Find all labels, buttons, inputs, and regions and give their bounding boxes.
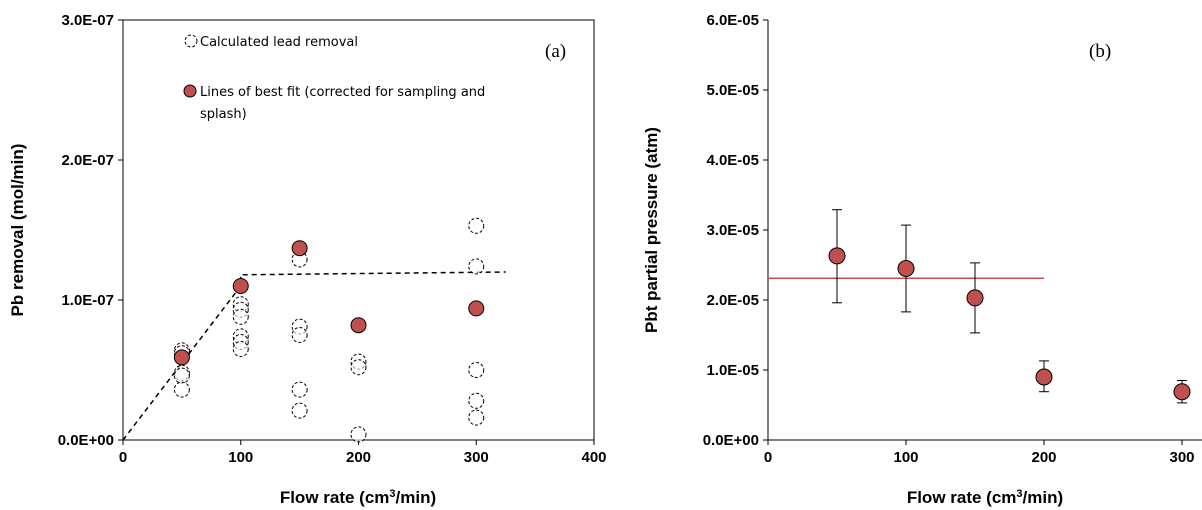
- panel-b-y-tick-label: 5.0E-05: [706, 82, 759, 99]
- panel-b-x-tick-label: 300: [1169, 449, 1194, 466]
- partial-pressure-point: [1035, 368, 1053, 386]
- panel-a-label: (a): [545, 41, 566, 62]
- calculated-removal-point: [291, 381, 308, 398]
- panel-b-chart: (b) Flow rate (cm3/min) Pbt partial pres…: [642, 12, 1202, 507]
- panel-a-y-tick-label: 2.0E-07: [61, 152, 114, 169]
- legend-label-best-fit-line1: Lines of best fit (corrected for samplin…: [200, 85, 485, 100]
- panel-b-x-tick-label: 200: [1031, 449, 1056, 466]
- panel-a-y-tick-label: 1.0E-07: [61, 292, 114, 309]
- panel-b-y-tick-label: 0.0E+00: [703, 432, 759, 449]
- panel-a-x-axis-title: Flow rate (cm3/min): [280, 488, 436, 507]
- panel-b-x-tick-label: 0: [764, 449, 772, 466]
- partial-pressure-point: [966, 289, 984, 307]
- best-fit-point: [291, 240, 308, 257]
- panel-b-y-axis-title: Pbt partial pressure (atm): [642, 127, 661, 333]
- calculated-removal-point: [468, 409, 485, 426]
- calculated-removal-point: [468, 258, 485, 275]
- calculated-removal-point: [468, 217, 485, 234]
- best-fit-point: [173, 349, 190, 366]
- panel-b-y-tick-label: 3.0E-05: [706, 222, 759, 239]
- best-fit-point: [350, 317, 367, 334]
- panel-b-y-tick-label: 2.0E-05: [706, 292, 759, 309]
- calculated-removal-point: [350, 359, 367, 376]
- panel-a-x-tick-label: 300: [464, 449, 489, 466]
- panel-a-y-axis-title: Pb removal (mol/min): [8, 144, 27, 317]
- calculated-removal-point: [173, 381, 190, 398]
- panel-b-label: (b): [1089, 41, 1111, 62]
- panel-a-y-tick-label: 0.0E+00: [58, 432, 114, 449]
- legend-label-best-fit-line2: splash): [200, 107, 247, 122]
- panel-a-legend: Calculated lead removal Lines of best fi…: [183, 34, 485, 122]
- calculated-removal-point: [468, 392, 485, 409]
- panel-a-x-tick-label: 400: [581, 449, 606, 466]
- legend-filled-circle-marker: [183, 84, 197, 98]
- partial-pressure-point: [828, 247, 846, 265]
- calculated-removal-point: [291, 402, 308, 419]
- panel-b-x-tick-label: 100: [893, 449, 918, 466]
- partial-pressure-point: [897, 260, 915, 277]
- panel-b-axis-lines: [767, 20, 1202, 441]
- panel-a-plot-area: [122, 19, 595, 441]
- panel-a-x-tick-label: 200: [346, 449, 371, 466]
- legend-open-circle-marker: [184, 34, 198, 48]
- calculated-removal-point: [173, 367, 190, 384]
- panel-a-y-tick-label: 3.0E-07: [61, 12, 114, 29]
- calculated-removal-point: [468, 362, 485, 378]
- best-fit-point: [232, 278, 249, 294]
- calculated-removal-point: [232, 341, 249, 357]
- legend-label-calculated: Calculated lead removal: [200, 35, 358, 50]
- panel-b-y-tick-label: 6.0E-05: [706, 12, 759, 29]
- panel-b-y-tick-label: 4.0E-05: [706, 152, 759, 169]
- panel-a-x-tick-label: 0: [119, 449, 127, 466]
- panel-a-x-tick-label: 100: [228, 449, 253, 466]
- best-fit-point: [468, 300, 485, 317]
- calculated-removal-point: [291, 327, 308, 343]
- panel-b-y-tick-label: 1.0E-05: [706, 362, 759, 379]
- partial-pressure-point: [1173, 383, 1191, 401]
- panel-b-x-axis-title: Flow rate (cm3/min): [907, 488, 1063, 507]
- panel-a-chart: (a) Calculated lead removal Lines of bes…: [8, 12, 607, 507]
- calculated-removal-point: [350, 426, 367, 443]
- calculated-removal-point: [232, 308, 249, 325]
